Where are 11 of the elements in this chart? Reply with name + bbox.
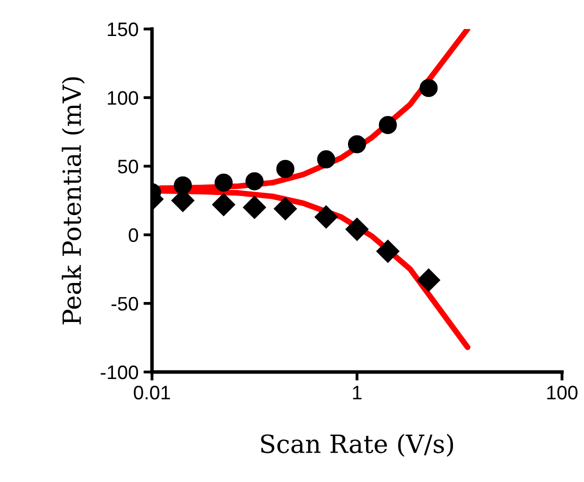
y-axis-title: Peak Potential (mV) [62, 77, 85, 324]
x-tick-label: 100 [547, 386, 578, 400]
x-tick-label: 1 [353, 386, 362, 400]
y-tick-label: 0 [128, 228, 138, 242]
y-tick-label: 150 [108, 22, 138, 36]
x-tick-label: 0.01 [134, 386, 170, 400]
x-axis-title: Scan Rate (V/s) [261, 434, 454, 457]
y-tick-label: 50 [118, 160, 138, 174]
y-tick-label: -50 [112, 296, 138, 311]
y-tick-label: 100 [108, 91, 138, 105]
y-tick-label: -100 [100, 365, 138, 380]
